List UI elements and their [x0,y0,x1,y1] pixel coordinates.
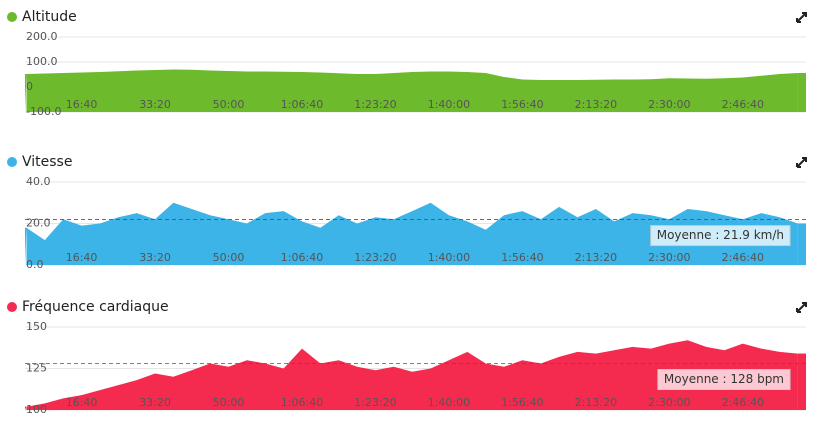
y-tick-label: 150 [26,320,47,333]
x-tick-label: 1:56:40 [501,98,543,111]
x-tick-label: 1:06:40 [281,396,323,409]
x-tick-label: 1:23:20 [354,98,396,111]
x-tick-label: 50:00 [213,98,245,111]
y-tick-label: 0.0 [26,258,44,271]
x-tick-label: 1:23:20 [354,396,396,409]
x-tick-label: 2:30:00 [648,98,690,111]
average-box [657,369,791,391]
x-tick-label: 50:00 [213,251,245,264]
x-tick-label: 1:23:20 [354,251,396,264]
x-tick-label: 2:46:40 [722,98,764,111]
x-tick-label: 2:30:00 [648,396,690,409]
expand-icon[interactable] [796,302,807,313]
y-tick-label: 125 [26,362,47,375]
average-box [650,225,791,247]
average-label: Moyenne : 128 bpm [664,372,784,386]
chart-title: Fréquence cardiaque [22,299,169,315]
y-tick-label: 0 [26,80,33,93]
x-tick-label: 50:00 [213,396,245,409]
x-tick-label: 33:20 [139,98,171,111]
x-tick-label: 16:40 [66,98,98,111]
average-label: Moyenne : 21.9 km/h [657,228,784,242]
x-tick-label: 1:56:40 [501,251,543,264]
y-tick-label: 100 [26,403,47,416]
legend-dot [7,12,17,22]
expand-icon[interactable] [796,157,807,168]
x-tick-label: 1:56:40 [501,396,543,409]
y-tick-label: 100.0 [26,55,58,68]
area [26,69,798,112]
x-tick-label: 33:20 [139,251,171,264]
x-tick-label: 2:46:40 [722,251,764,264]
x-tick-label: 1:40:00 [428,251,470,264]
area [26,202,798,265]
x-tick-label: 2:30:00 [648,251,690,264]
x-tick-label: 1:40:00 [428,98,470,111]
chart-title: Altitude [22,9,77,25]
x-tick-label: 1:40:00 [428,396,470,409]
area [26,340,798,410]
x-tick-label: 16:40 [66,251,98,264]
x-tick-label: 1:06:40 [281,98,323,111]
y-tick-label: 20.0 [26,217,51,230]
x-tick-label: 2:13:20 [575,251,617,264]
x-tick-label: 1:06:40 [281,251,323,264]
x-tick-label: 2:46:40 [722,396,764,409]
chart-title: Vitesse [22,154,72,170]
x-tick-label: 16:40 [66,396,98,409]
y-tick-label: 200.0 [26,30,58,43]
legend-dot [7,302,17,312]
x-tick-label: 2:13:20 [575,396,617,409]
x-tick-label: 33:20 [139,396,171,409]
y-tick-label: 40.0 [26,175,51,188]
expand-icon[interactable] [796,12,807,23]
x-tick-label: 2:13:20 [575,98,617,111]
y-tick-label: -100.0 [26,105,61,118]
legend-dot [7,157,17,167]
